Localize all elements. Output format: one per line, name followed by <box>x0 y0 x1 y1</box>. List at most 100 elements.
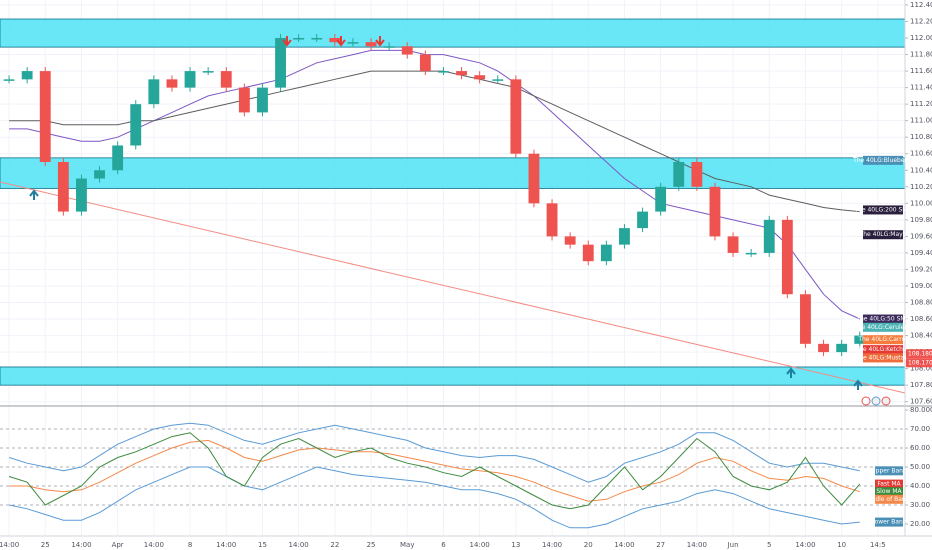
annotation-arrows <box>29 36 863 390</box>
y-tick-label: 107.800 <box>910 381 932 389</box>
candle <box>673 162 685 187</box>
tag-box <box>875 517 903 527</box>
tag-box <box>863 230 903 240</box>
price-tag-box <box>906 358 932 368</box>
x-tick-label: 5 <box>767 541 771 549</box>
up-arrow <box>29 189 39 200</box>
y-tick-label: 50.00 <box>910 463 930 471</box>
candle <box>709 186 721 237</box>
tag-box <box>863 335 903 345</box>
y-tick-label: 80.000 <box>910 406 932 414</box>
tag: The 40LG:Blueberry <box>852 155 913 165</box>
tag-label: The 40LG:200 SMA <box>853 206 912 213</box>
candle <box>619 228 630 245</box>
candle <box>3 79 15 81</box>
x-tick-label: May <box>400 541 414 549</box>
y-tick-label: 108.800 <box>910 299 932 307</box>
up-arrow <box>786 367 796 378</box>
oscillator-line <box>8 422 860 483</box>
y-tick-label: 111.200 <box>910 100 932 108</box>
tag-box <box>863 155 903 165</box>
candle <box>474 75 486 80</box>
y-tick-label: 110.800 <box>910 133 932 141</box>
candle <box>21 71 33 80</box>
candle <box>745 252 757 255</box>
y-tick-label: 112.400 <box>910 1 932 9</box>
tag-label: The 40LG:Mustard <box>854 354 910 361</box>
y-tick-label: 20.00 <box>910 520 930 528</box>
y-tick-label: 108.000 <box>910 365 932 373</box>
y-tick-label: 110.600 <box>910 150 932 158</box>
candle <box>39 71 51 162</box>
down-arrow <box>336 36 346 47</box>
oscillator-line <box>8 432 861 510</box>
candle <box>293 38 305 40</box>
candle <box>257 87 268 113</box>
x-tick-label: 14:00 <box>470 541 490 549</box>
tag: The 40LG:Ketchup <box>854 345 911 355</box>
x-tick-label: 27 <box>656 541 665 549</box>
icons <box>861 396 891 406</box>
candle <box>564 236 576 245</box>
y-tick-label: 70.00 <box>910 425 930 433</box>
price-tag: 108.180 <box>906 349 932 359</box>
tag-label: Upper Band <box>871 467 907 474</box>
icon[interactable] <box>861 396 871 406</box>
candle <box>57 162 69 212</box>
y-tick-label: 30.00 <box>910 501 930 509</box>
trend-line <box>0 181 906 394</box>
candle <box>347 42 359 44</box>
tag-box <box>875 487 903 497</box>
icon[interactable] <box>871 396 881 406</box>
down-arrow <box>375 36 385 47</box>
candle <box>238 87 250 113</box>
tag-box <box>863 322 903 332</box>
y-tick-label: 111.400 <box>910 84 932 92</box>
candle <box>727 236 739 253</box>
x-tick-label: 14:00 <box>542 541 562 549</box>
y-tick-label: 111.600 <box>910 67 932 75</box>
y-tick-label: 110.200 <box>910 183 932 191</box>
candle <box>582 244 594 262</box>
x-tick-label: 15 <box>258 541 267 549</box>
tag-label: The 40LG:Cerulean <box>853 324 912 331</box>
tag: Lower Band <box>871 517 907 527</box>
y-tick-label: 60.00 <box>910 444 930 452</box>
candle <box>419 54 431 72</box>
candle <box>655 186 667 212</box>
candle <box>148 79 160 105</box>
moving-average <box>9 70 860 213</box>
y-tick-label: 40.00 <box>910 482 930 490</box>
candle <box>492 79 504 81</box>
tag-label: The 40LG:Mayo <box>859 231 907 238</box>
y-tick-label: 109.200 <box>910 265 932 273</box>
x-tick-label: 25 <box>41 541 50 549</box>
tag-box <box>875 494 903 504</box>
y-tick-label: 112.200 <box>910 17 932 25</box>
tag: Middle of Band2 <box>865 494 914 504</box>
tag-label: Fast MA <box>877 481 901 488</box>
icon[interactable] <box>881 396 891 406</box>
x-tick-label: 14:00 <box>687 541 707 549</box>
tag-box <box>863 345 903 355</box>
tag-label: The 40LG:Ketchup <box>854 346 910 353</box>
x-tick-label: Apr <box>112 541 124 549</box>
candle <box>76 178 87 212</box>
candle <box>311 38 323 40</box>
tag: The 40LG:Mayo <box>859 230 907 240</box>
tags: The 40LG:Blueberry The 40LG:200 SMA The 40… <box>852 155 932 527</box>
candle <box>112 145 124 171</box>
tag: Upper Band <box>871 466 907 476</box>
x-tick-label: 14:00 <box>0 541 19 549</box>
tag: The 40LG:Mustard <box>854 353 911 363</box>
tag: The 40LG:200 SMA <box>853 205 912 215</box>
y-tick-label: 108.600 <box>910 315 932 323</box>
candle <box>329 38 341 43</box>
x-tick-label: Jun <box>727 541 739 549</box>
candle <box>456 71 467 76</box>
candle <box>401 46 413 55</box>
y-tick-label: 110.000 <box>910 199 932 207</box>
candle <box>510 79 522 154</box>
down-arrow <box>282 36 292 47</box>
candle <box>836 343 848 353</box>
